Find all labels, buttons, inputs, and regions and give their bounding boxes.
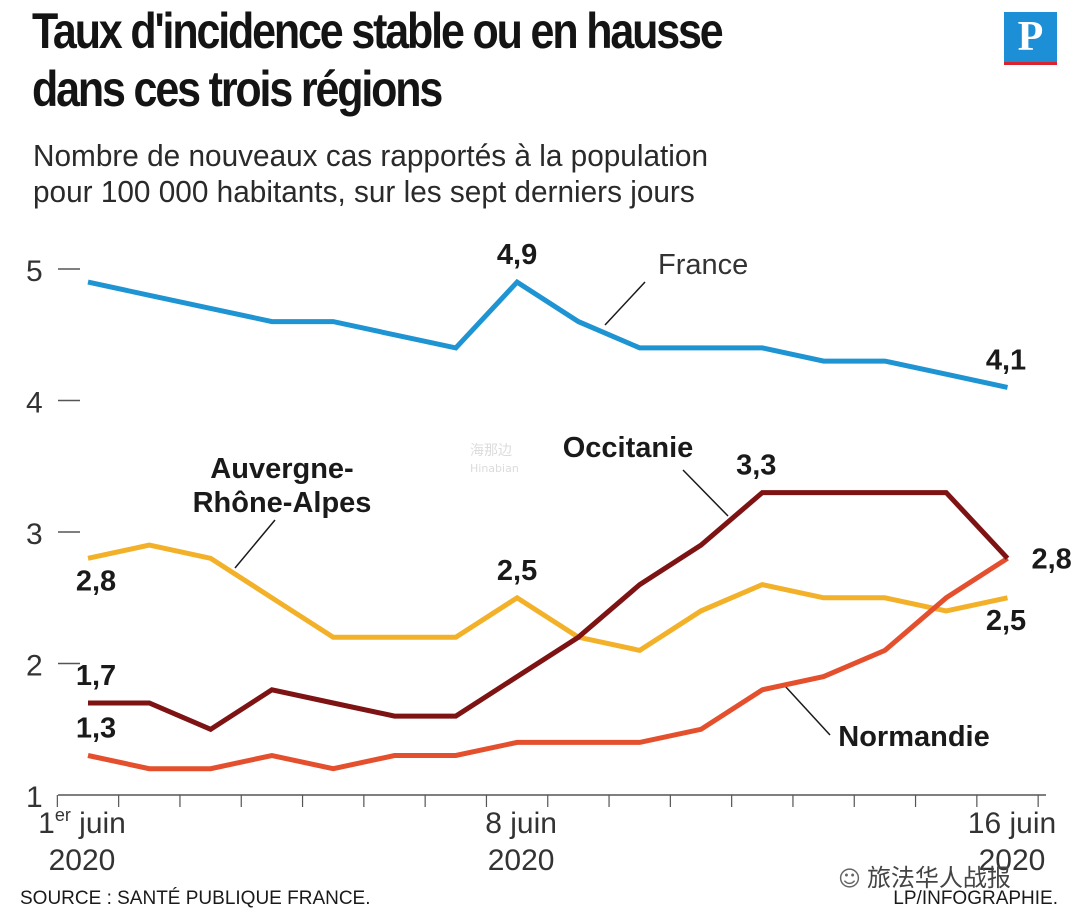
- x-tick-label: 16 juin: [968, 807, 1056, 840]
- series-line-auvergne-rhone-alpes: [87, 542, 1009, 654]
- title-line-1: Taux d'incidence stable ou en hausse: [32, 3, 724, 59]
- data-label: 4,1: [986, 344, 1026, 376]
- data-label: 4,9: [497, 239, 537, 271]
- series-name-france: France: [658, 249, 748, 281]
- series-line-france: [87, 278, 1009, 390]
- leader-line-normandie: [784, 685, 831, 736]
- faint-watermark: 海那边 Hinabian: [470, 442, 519, 478]
- data-label: 2,5: [986, 605, 1026, 637]
- faint-watermark-line-2: Hinabian: [470, 462, 519, 475]
- series-line-occitanie: [88, 490, 1010, 733]
- x-tick-label: 8 juin: [485, 807, 557, 840]
- x-tick-year: 2020: [49, 844, 116, 877]
- publication-logo: P: [1004, 12, 1057, 62]
- y-tick-label: 4: [26, 387, 43, 420]
- series-line-normandie: [87, 556, 1009, 772]
- chart-title: Taux d'incidence stable ou en hausse dan…: [32, 2, 806, 118]
- y-tick-label: 2: [26, 650, 43, 683]
- y-tick-label: 1: [26, 781, 43, 814]
- y-tick-label: 3: [26, 518, 43, 551]
- credit-note: LP/INFOGRAPHIE.: [893, 888, 1058, 909]
- series-name-auvergne-rhone-alpes: Rhône-Alpes: [193, 487, 372, 519]
- x-tick-year: 2020: [488, 844, 555, 877]
- series-name-auvergne-rhone-alpes: Auvergne-: [210, 453, 353, 485]
- series-name-occitanie: Occitanie: [563, 432, 694, 464]
- chart-subtitle: Nombre de nouveaux cas rapportés à la po…: [33, 138, 820, 210]
- chat-icon: ☺: [838, 867, 861, 892]
- watermark-text: 旅法华人战报: [866, 864, 1011, 892]
- subtitle-line-1: Nombre de nouveaux cas rapportés à la po…: [33, 138, 708, 173]
- data-label: 1,7: [76, 660, 116, 692]
- watermark: ☺ 旅法华人战报: [838, 858, 1011, 893]
- x-tick-year: 2020: [979, 844, 1046, 877]
- logo-accent-bar: [1004, 62, 1057, 65]
- title-line-2: dans ces trois régions: [32, 61, 443, 117]
- data-label: 2,8: [76, 565, 116, 597]
- faint-watermark-line-1: 海那边: [470, 443, 512, 459]
- leader-line-occitanie: [682, 469, 729, 517]
- subtitle-line-2: pour 100 000 habitants, sur les sept der…: [33, 174, 695, 209]
- leader-line-auvergne-rhone-alpes: [234, 519, 276, 569]
- y-tick-label: 5: [26, 255, 43, 288]
- data-label: 1,3: [76, 713, 116, 745]
- data-label: 3,3: [736, 450, 776, 482]
- leader-line-france: [604, 281, 646, 326]
- logo-letter: P: [1017, 14, 1044, 60]
- data-label: 2,8: [1032, 543, 1072, 575]
- source-note: SOURCE : SANTÉ PUBLIQUE FRANCE.: [20, 888, 371, 909]
- series-name-normandie: Normandie: [838, 721, 989, 753]
- data-label: 2,5: [497, 555, 537, 587]
- x-tick-label: 1er juin: [38, 805, 126, 840]
